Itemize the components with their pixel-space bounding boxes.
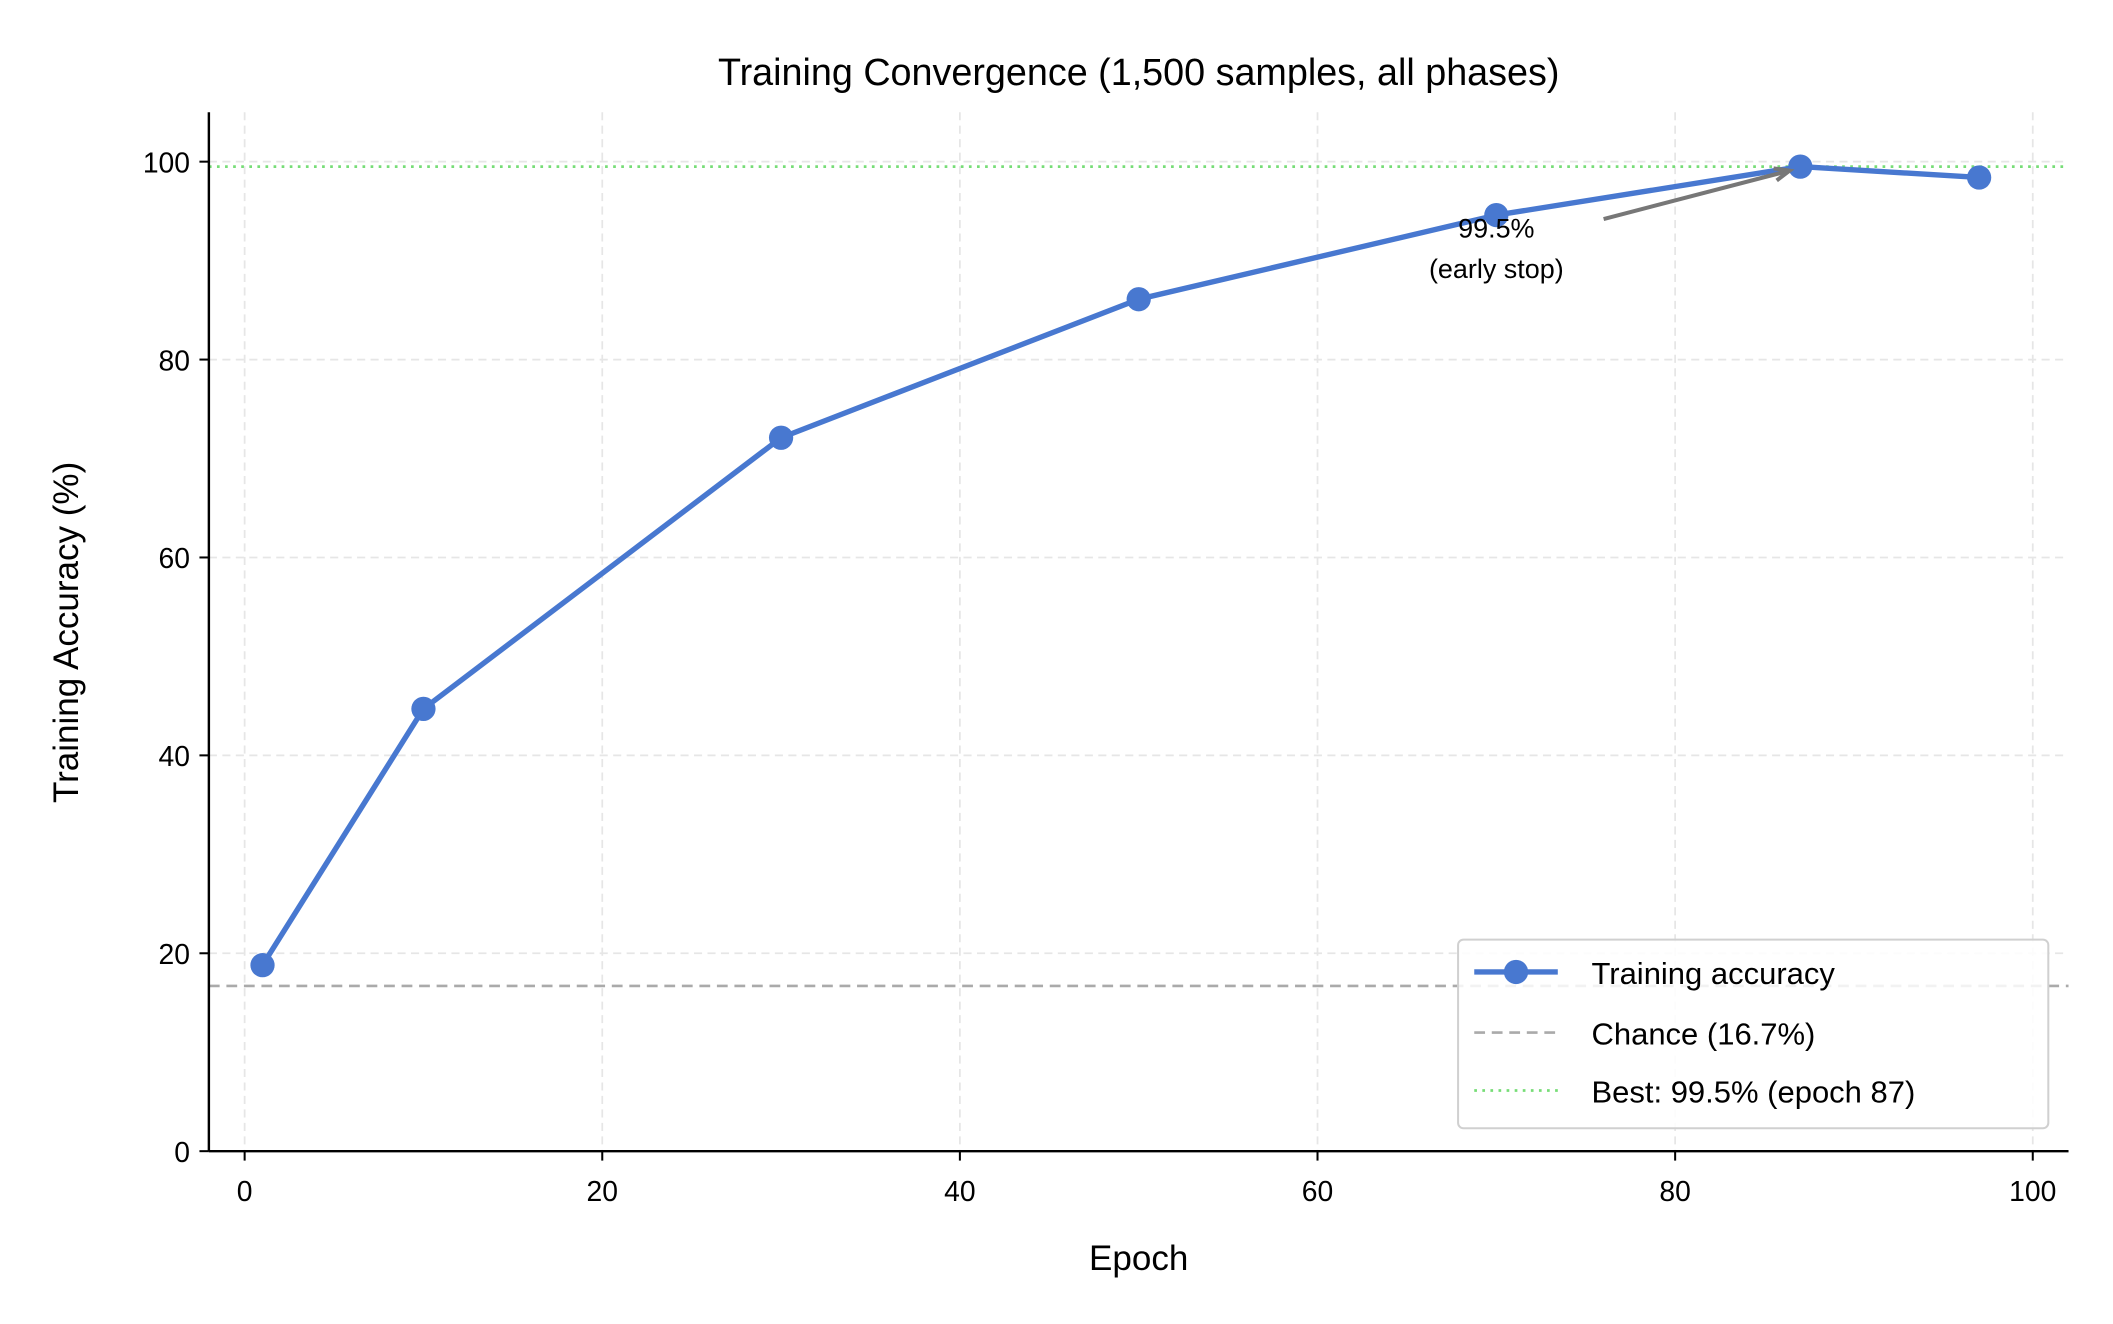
data-point	[1126, 287, 1151, 312]
x-tick-label: 80	[1659, 1175, 1690, 1207]
x-tick-label: 40	[944, 1175, 975, 1207]
axes: 0 20 40 60 80 100 0 20 40 60 80 100	[143, 112, 2069, 1207]
annotation-note: (early stop)	[1429, 254, 1564, 284]
legend: Training accuracy Chance (16.7%) Best: 9…	[1457, 938, 2050, 1130]
data-point	[1788, 154, 1813, 179]
y-tick-label: 40	[159, 740, 190, 772]
data-point	[1484, 202, 1509, 228]
x-axis-label: Epoch	[1089, 1239, 1188, 1278]
data-point	[411, 696, 436, 721]
x-tick-label: 100	[2009, 1175, 2056, 1207]
y-tick-label: 0	[174, 1136, 190, 1168]
data-point	[768, 425, 794, 450]
series-line	[260, 163, 1980, 967]
chart-title: Training Convergence (1,500 samples, all…	[718, 51, 1559, 93]
x-tick-label: 60	[1302, 1175, 1333, 1207]
series-layer	[250, 154, 1992, 978]
legend-marker-training	[1503, 959, 1529, 985]
legend-box	[1457, 938, 2050, 1130]
y-tick-label: 20	[159, 938, 190, 970]
y-tick-label: 60	[159, 542, 190, 574]
x-tick-label: 20	[587, 1175, 618, 1207]
legend-label-training: Training accuracy	[1591, 956, 1835, 991]
annotation-value: 99.5%	[1458, 214, 1534, 244]
legend-label-best: Best: 99.5% (epoch 87)	[1591, 1075, 1915, 1110]
y-tick-label: 80	[159, 344, 190, 376]
annotation-arrow	[1603, 168, 1791, 222]
data-point	[250, 953, 275, 978]
data-point	[1966, 165, 1992, 190]
legend-label-chance: Chance (16.7%)	[1591, 1017, 1815, 1052]
x-tick-label: 0	[237, 1175, 253, 1207]
y-axis-label: Training Accuracy (%)	[47, 462, 86, 803]
annotation-arrowhead	[1773, 166, 1795, 183]
y-tick-label: 100	[143, 146, 190, 178]
annotation: 99.5% (early stop)	[1429, 166, 1795, 284]
